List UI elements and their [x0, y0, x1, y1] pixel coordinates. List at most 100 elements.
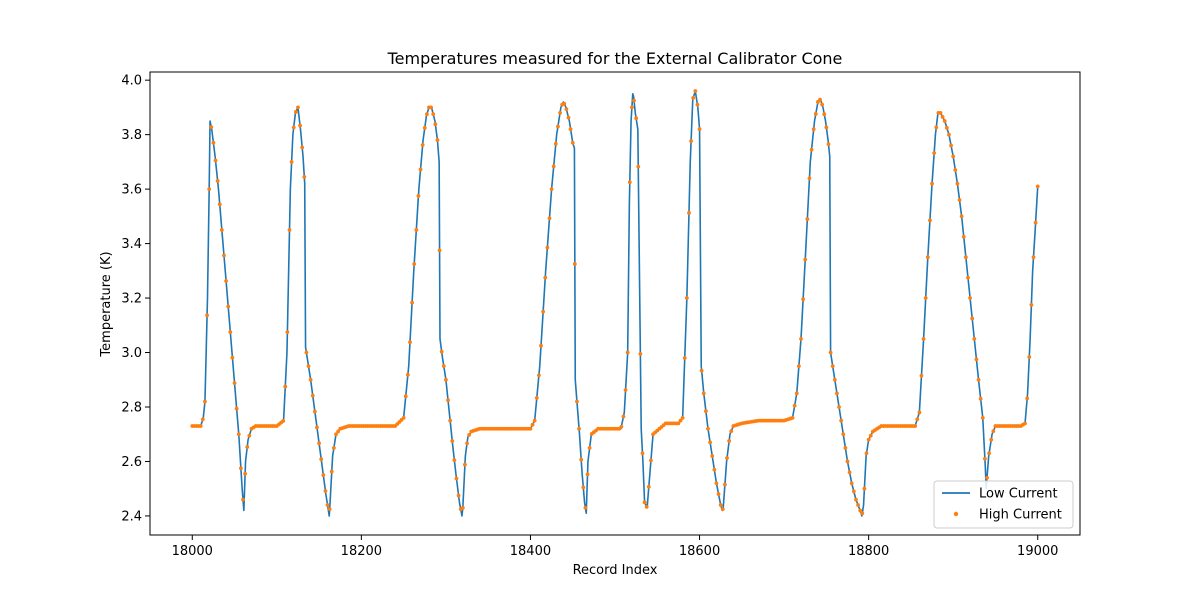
high-current-point: [217, 202, 222, 207]
high-current-point: [792, 403, 797, 408]
high-current-point: [866, 437, 871, 442]
high-current-point: [450, 439, 455, 443]
high-current-point: [566, 115, 571, 120]
high-current-point: [539, 343, 543, 348]
high-current-point: [583, 505, 588, 510]
high-current-point: [439, 349, 444, 354]
high-current-point: [847, 470, 852, 475]
high-current-point: [1023, 421, 1027, 426]
high-current-point: [287, 228, 292, 232]
high-current-point: [676, 421, 681, 426]
x-tick-label-2: 18400: [510, 544, 551, 559]
high-current-point: [293, 110, 298, 114]
high-current-point: [729, 429, 734, 434]
high-current-point: [467, 433, 472, 437]
high-current-point: [334, 432, 338, 437]
high-current-point: [978, 396, 983, 401]
high-current-point: [934, 125, 939, 130]
high-current-point: [794, 391, 799, 396]
high-current-point: [323, 489, 328, 493]
high-current-point: [213, 158, 218, 163]
high-current-point: [310, 393, 315, 398]
high-current-point: [530, 422, 535, 427]
high-current-point: [644, 504, 649, 509]
high-current-point: [211, 140, 216, 145]
high-current-point: [807, 176, 812, 181]
high-current-point: [585, 472, 590, 477]
high-current-point: [974, 357, 979, 362]
y-tick-label-0: 2.4: [121, 509, 142, 524]
high-current-point: [697, 127, 702, 132]
high-current-point: [336, 429, 341, 434]
high-current-point: [1027, 355, 1032, 359]
y-tick-label-7: 3.8: [121, 128, 142, 143]
high-current-point: [424, 112, 429, 117]
high-current-point: [587, 445, 592, 450]
high-current-point: [1031, 255, 1036, 260]
y-tick-label-5: 3.4: [121, 237, 142, 252]
y-tick-label-1: 2.6: [121, 455, 142, 470]
high-current-point: [327, 507, 332, 512]
high-current-point: [854, 497, 858, 502]
high-current-point: [553, 141, 558, 146]
x-tick-label-3: 18600: [679, 544, 720, 559]
high-current-point: [291, 125, 296, 130]
high-current-point: [232, 381, 237, 386]
high-current-point: [405, 372, 410, 377]
high-current-point: [640, 451, 645, 456]
high-current-point: [281, 419, 286, 423]
high-current-point: [418, 167, 423, 172]
y-tick-label-6: 3.6: [121, 183, 142, 198]
legend-swatch-high-current: [953, 511, 959, 517]
high-current-point: [412, 262, 417, 266]
high-current-point: [824, 125, 829, 130]
high-current-point: [298, 123, 302, 128]
high-current-point: [454, 476, 459, 481]
high-current-point: [222, 253, 226, 258]
high-current-point: [205, 313, 209, 318]
high-current-point: [625, 350, 630, 355]
y-tick-label-4: 3.2: [121, 292, 142, 307]
high-current-point: [289, 159, 294, 164]
high-current-point: [691, 95, 696, 100]
x-tick-label-1: 18200: [341, 544, 382, 559]
high-current-point: [534, 396, 539, 400]
high-current-point: [970, 316, 975, 321]
high-current-point: [562, 101, 567, 106]
high-current-point: [238, 466, 243, 471]
high-current-point: [228, 330, 233, 334]
high-current-point: [947, 132, 951, 137]
high-current-point: [706, 426, 710, 431]
high-current-point: [245, 445, 250, 449]
high-current-point: [636, 164, 641, 169]
high-current-point: [441, 364, 446, 369]
x-tick-label-4: 18800: [848, 544, 889, 559]
legend-label-low-current: Low Current: [979, 487, 1058, 502]
high-current-point: [822, 112, 827, 117]
high-current-point: [940, 115, 945, 119]
high-current-point: [429, 105, 434, 110]
high-current-point: [456, 493, 461, 498]
high-current-point: [420, 143, 425, 147]
high-current-point: [987, 451, 992, 456]
y-tick-label-2: 2.8: [121, 400, 142, 415]
high-current-point: [568, 127, 573, 132]
high-current-point: [991, 429, 996, 434]
high-current-point: [541, 309, 546, 314]
high-current-point: [699, 368, 704, 373]
high-current-point: [921, 337, 926, 341]
high-current-point: [532, 418, 537, 423]
y-axis-title: Temperature (K): [99, 251, 114, 357]
high-current-point: [579, 457, 584, 462]
high-current-point: [703, 409, 708, 413]
high-current-point: [414, 228, 419, 232]
high-current-point: [630, 105, 634, 110]
high-current-point: [408, 340, 412, 345]
high-current-point: [247, 433, 252, 438]
high-current-point: [312, 409, 317, 414]
high-current-point: [300, 145, 305, 150]
high-current-point: [433, 122, 438, 127]
high-current-point: [811, 127, 816, 132]
high-current-point: [1025, 396, 1030, 401]
high-current-point: [718, 503, 723, 507]
